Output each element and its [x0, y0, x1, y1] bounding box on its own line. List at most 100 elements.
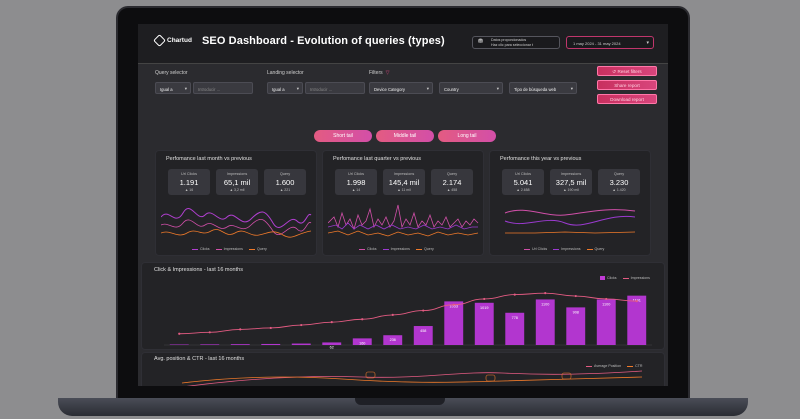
legend-item: Clicks	[600, 276, 617, 281]
reset-filters-button[interactable]: ↺ Reset filters	[597, 66, 657, 76]
laptop-base	[58, 398, 748, 416]
data-source-line1: Datos proporcionados	[491, 38, 527, 42]
download-report-button[interactable]: Download report	[597, 94, 657, 104]
legend-item: Query	[248, 247, 267, 251]
kpi-card: Impressions 145,4 mil ▲ 11 mil	[383, 169, 425, 195]
country-select[interactable]: Country ▾	[439, 82, 503, 94]
legend-label: Clicks	[367, 247, 377, 251]
impressions-point	[483, 297, 486, 301]
kpi-value: 1.191	[179, 178, 199, 187]
chevron-down-icon: ▾	[646, 40, 649, 46]
line-chart	[181, 370, 643, 386]
chevron-down-icon: ▾	[570, 86, 573, 91]
impressions-point	[330, 321, 333, 324]
kpi-delta: ▲ 458	[446, 188, 458, 192]
chart-legend: Url Clicks Impressions Query	[524, 247, 604, 251]
query-match-select[interactable]: Igual a ▾	[155, 82, 191, 94]
kpi-card: Impressions 65,1 mil ▲ 3,2 mil	[216, 169, 258, 195]
bar-clicks	[444, 301, 464, 345]
impressions-point	[300, 323, 303, 327]
legend-item: Impressions	[622, 276, 650, 280]
kpi-label: Query	[279, 172, 291, 176]
bar-value-label: 778	[512, 316, 518, 320]
chevron-down-icon: ▾	[426, 86, 429, 91]
query-input[interactable]: Introducir ...	[193, 82, 253, 94]
search-type-select[interactable]: Tipo de búsqueda web ▾	[509, 82, 577, 94]
chart-title: Avg. position & CTR - last 16 months	[154, 356, 245, 362]
bar-clicks	[566, 307, 586, 345]
chart-legend: Clicks Impressions Query	[359, 247, 434, 251]
bar-clicks	[474, 302, 494, 345]
panel-title: Perfomance last quarter vs previous	[333, 156, 422, 162]
kpi-card: Query 1.600 ▲ 221	[264, 169, 306, 195]
kpi-label: Impressions	[226, 172, 248, 176]
panel-position-ctr: Avg. position & CTR - last 16 months Ave…	[141, 352, 665, 386]
landing-match-value: Igual a	[272, 87, 285, 92]
legend-label: Impressions	[390, 247, 410, 251]
tab-short-tail[interactable]: Short tail	[314, 130, 372, 142]
chart-legend: Average Position CTR	[586, 364, 643, 368]
bar-value-label: 160	[359, 341, 365, 345]
share-report-button[interactable]: Share report	[597, 80, 657, 90]
kpi-delta: ▲ 3,2 mil	[229, 188, 245, 192]
impressions-point	[178, 332, 181, 335]
panel-this-year: Perfomance this year vs previous Url Cli…	[489, 150, 651, 256]
kpi-value: 327,5 mil	[555, 178, 587, 187]
legend-label: Query	[594, 247, 605, 251]
tab-long-tail[interactable]: Long tail	[438, 130, 496, 142]
page-title: SEO Dashboard - Evolution of queries (ty…	[202, 35, 445, 47]
kpi-card: Query 3.230 ▲ 1.420	[598, 169, 640, 195]
panel-clicks-impressions: Click & Impressions - last 16 months Cli…	[141, 262, 665, 350]
kpi-value: 1.600	[275, 178, 295, 187]
impressions-line	[179, 292, 637, 335]
impressions-point	[269, 326, 272, 330]
legend-item: Impressions	[553, 247, 581, 251]
landing-input[interactable]: Introducir ...	[305, 82, 365, 94]
mini-line-chart	[161, 208, 312, 238]
bar-value-label: 908	[573, 310, 579, 314]
impressions-point	[635, 300, 638, 303]
kpi-delta: ▲ 11 mil	[397, 188, 411, 192]
brand-logo[interactable]: Chartud	[153, 34, 192, 47]
query-selector-label: Query selector	[155, 70, 188, 76]
kpi-card: Url Clicks 5.041 ▲ 2.658	[502, 169, 544, 195]
reset-label: Reset filters	[617, 69, 642, 74]
chevron-down-icon: ▾	[496, 86, 499, 91]
legend-item: Impressions	[215, 247, 243, 251]
chart-legend: Clicks Impressions	[600, 276, 650, 281]
chevron-down-icon: ▾	[184, 86, 187, 91]
mini-line-chart	[328, 204, 479, 237]
query-line	[505, 231, 636, 234]
device-value: Device Category	[374, 87, 405, 92]
logo-text: Chartud	[167, 37, 192, 44]
impressions-point	[544, 292, 547, 295]
legend-item: Url Clicks	[524, 247, 547, 251]
impressions-point	[239, 328, 242, 331]
country-value: Country	[444, 87, 459, 92]
legend-label: Impressions	[561, 247, 581, 251]
kpi-value: 1.998	[346, 178, 366, 187]
legend-label: Impressions	[630, 276, 650, 280]
panel-last-quarter: Perfomance last quarter vs previous Url …	[322, 150, 484, 256]
laptop-notch	[355, 398, 445, 405]
legend-label: Query	[256, 247, 267, 251]
header-bar: Chartud SEO Dashboard - Evolution of que…	[138, 24, 668, 64]
legend-item: Clicks	[192, 247, 210, 251]
data-source-control[interactable]: ⛃ Datos proporcionados Haz clic para sel…	[472, 36, 560, 49]
landing-match-select[interactable]: Igual a ▾	[267, 82, 303, 94]
device-select[interactable]: Device Category ▾	[369, 82, 433, 94]
logo-icon	[153, 34, 166, 47]
bar-value-label: 1100	[602, 302, 610, 306]
filter-icon: ▽	[385, 70, 390, 76]
kpi-label: Url Clicks	[180, 172, 198, 176]
tab-middle-tail[interactable]: Middle tail	[376, 130, 434, 142]
kpi-delta: ▲ 221	[279, 188, 291, 192]
bar-clicks	[352, 338, 372, 345]
bar-value-label: 1019	[480, 306, 488, 310]
clicks-line	[328, 204, 479, 231]
bar-clicks	[627, 295, 647, 345]
kpi-value: 145,4 mil	[388, 178, 420, 187]
date-range-picker[interactable]: 1 may 2024 - 31 may 2024 ▾	[566, 36, 654, 49]
camera-icon: ⛃	[478, 39, 484, 45]
query-line	[328, 230, 479, 237]
